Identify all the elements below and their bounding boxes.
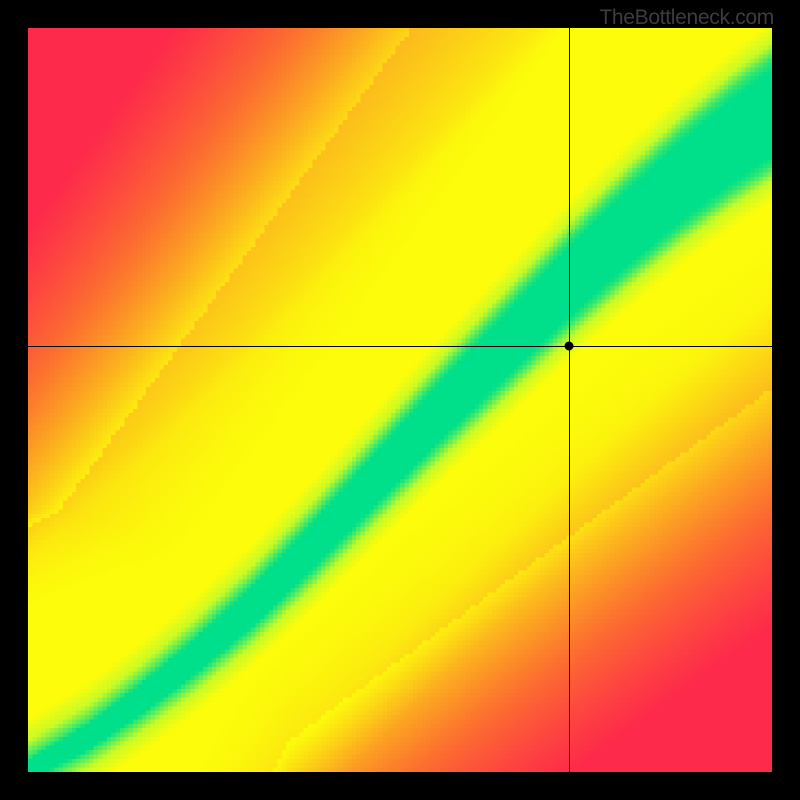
heatmap-plot (28, 28, 772, 772)
heatmap-canvas (28, 28, 772, 772)
crosshair-horizontal (28, 346, 772, 347)
crosshair-vertical (569, 28, 570, 772)
crosshair-marker (564, 342, 573, 351)
watermark-text: TheBottleneck.com (599, 6, 774, 30)
